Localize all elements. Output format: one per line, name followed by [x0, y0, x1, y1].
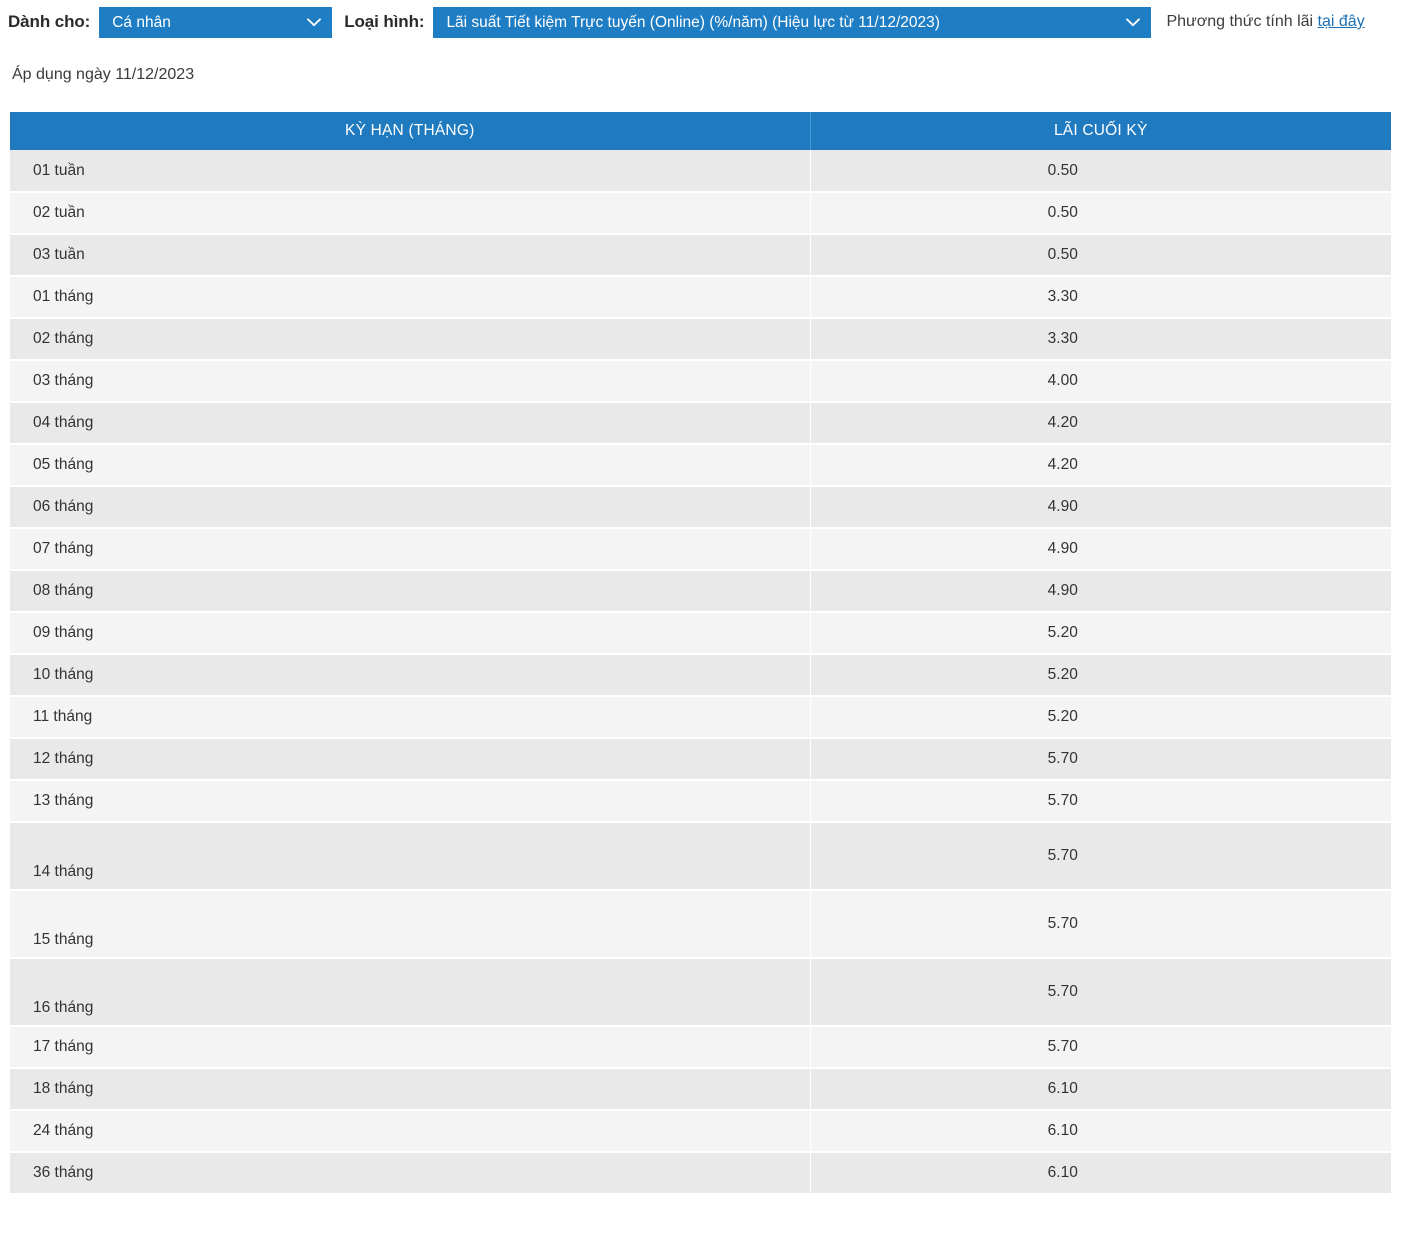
cell-term: 08 tháng: [10, 570, 811, 613]
cell-term: 09 tháng: [10, 612, 811, 655]
rate-table-container: KỲ HẠN (THÁNG) LÃI CUỐI KỲ 01 tuần 0.50 02…: [10, 112, 1391, 1195]
audience-select[interactable]: Cá nhân: [99, 6, 333, 38]
table-row: 05 tháng 4.20: [10, 444, 1391, 487]
cell-term: 12 tháng: [10, 738, 811, 781]
table-row: 13 tháng 5.70: [10, 780, 1391, 823]
table-row: 14 tháng 5.70: [10, 822, 1391, 891]
cell-rate: 5.20: [810, 654, 1391, 697]
table-row: 17 tháng 5.70: [10, 1026, 1391, 1069]
table-row: 15 tháng 5.70: [10, 890, 1391, 959]
cell-rate: 5.70: [810, 1026, 1391, 1069]
cell-term: 16 tháng: [10, 958, 811, 1027]
cell-term: 15 tháng: [10, 890, 811, 959]
product-select-value: Lãi suất Tiết kiệm Trực tuyến (Online) (…: [446, 13, 940, 31]
cell-rate: 6.10: [810, 1152, 1391, 1195]
cell-term: 07 tháng: [10, 528, 811, 571]
cell-term: 06 tháng: [10, 486, 811, 529]
interest-method-note-text: Phương thức tính lãi: [1166, 13, 1318, 30]
cell-term: 24 tháng: [10, 1110, 811, 1153]
table-row: 16 tháng 5.70: [10, 958, 1391, 1027]
cell-term: 17 tháng: [10, 1026, 811, 1069]
cell-rate: 3.30: [810, 276, 1391, 319]
table-row: 02 tuần 0.50: [10, 192, 1391, 235]
applied-date: Áp dụng ngày 11/12/2023: [12, 66, 195, 83]
cell-term: 10 tháng: [10, 654, 811, 697]
cell-rate: 6.10: [810, 1110, 1391, 1153]
cell-rate: 5.70: [810, 780, 1391, 823]
table-header-row: KỲ HẠN (THÁNG) LÃI CUỐI KỲ: [10, 112, 1391, 150]
cell-rate: 4.90: [810, 570, 1391, 613]
cell-rate: 5.70: [810, 738, 1391, 781]
table-row: 11 tháng 5.20: [10, 696, 1391, 739]
cell-term: 02 tuần: [10, 192, 811, 235]
rate-table-body: 01 tuần 0.50 02 tuần 0.50 03 tuần 0.50 01 thán…: [10, 150, 1391, 1195]
cell-term: 01 tuần: [10, 150, 811, 193]
cell-rate: 5.20: [810, 696, 1391, 739]
table-row: 12 tháng 5.70: [10, 738, 1391, 781]
cell-rate: 5.70: [810, 890, 1391, 959]
cell-term: 01 tháng: [10, 276, 811, 319]
cell-rate: 4.90: [810, 528, 1391, 571]
cell-term: 13 tháng: [10, 780, 811, 823]
cell-rate: 5.20: [810, 612, 1391, 655]
table-row: 10 tháng 5.20: [10, 654, 1391, 697]
cell-term: 36 tháng: [10, 1152, 811, 1195]
cell-rate: 0.50: [810, 150, 1391, 193]
cell-term: 03 tuần: [10, 234, 811, 277]
cell-term: 03 tháng: [10, 360, 811, 403]
table-row: 03 tháng 4.00: [10, 360, 1391, 403]
table-row: 36 tháng 6.10: [10, 1152, 1391, 1195]
audience-label: Dành cho:: [8, 12, 91, 31]
cell-term: 05 tháng: [10, 444, 811, 487]
cell-rate: 0.50: [810, 234, 1391, 277]
filter-bar: Dành cho: Cá nhân Loại hình: Lãi suất Ti…: [0, 0, 1401, 44]
table-row: 18 tháng 6.10: [10, 1068, 1391, 1111]
audience-select-value: Cá nhân: [112, 13, 171, 31]
interest-method-link[interactable]: tại đây: [1317, 13, 1365, 30]
table-row: 08 tháng 4.90: [10, 570, 1391, 613]
product-select[interactable]: Lãi suất Tiết kiệm Trực tuyến (Online) (…: [433, 6, 1152, 38]
cell-term: 14 tháng: [10, 822, 811, 891]
table-row: 04 tháng 4.20: [10, 402, 1391, 445]
cell-term: 11 tháng: [10, 696, 811, 739]
cell-rate: 0.50: [810, 192, 1391, 235]
cell-rate: 4.20: [810, 402, 1391, 445]
column-header-term: KỲ HẠN (THÁNG): [10, 112, 811, 150]
cell-term: 02 tháng: [10, 318, 811, 361]
table-row: 24 tháng 6.10: [10, 1110, 1391, 1153]
table-row: 03 tuần 0.50: [10, 234, 1391, 277]
cell-rate: 5.70: [810, 822, 1391, 891]
cell-rate: 4.00: [810, 360, 1391, 403]
cell-rate: 5.70: [810, 958, 1391, 1027]
cell-rate: 4.20: [810, 444, 1391, 487]
table-row: 07 tháng 4.90: [10, 528, 1391, 571]
rate-table-head: KỲ HẠN (THÁNG) LÃI CUỐI KỲ: [10, 112, 1391, 150]
cell-term: 18 tháng: [10, 1068, 811, 1111]
cell-rate: 3.30: [810, 318, 1391, 361]
cell-rate: 4.90: [810, 486, 1391, 529]
table-row: 01 tháng 3.30: [10, 276, 1391, 319]
table-row: 02 tháng 3.30: [10, 318, 1391, 361]
product-label: Loại hình:: [344, 12, 425, 31]
column-header-rate: LÃI CUỐI KỲ: [810, 112, 1391, 150]
table-row: 09 tháng 5.20: [10, 612, 1391, 655]
rate-table: KỲ HẠN (THÁNG) LÃI CUỐI KỲ 01 tuần 0.50 02…: [10, 112, 1391, 1195]
interest-method-note: Phương thức tính lãi tại đây: [1166, 13, 1364, 31]
table-row: 01 tuần 0.50: [10, 150, 1391, 193]
cell-term: 04 tháng: [10, 402, 811, 445]
table-row: 06 tháng 4.90: [10, 486, 1391, 529]
cell-rate: 6.10: [810, 1068, 1391, 1111]
